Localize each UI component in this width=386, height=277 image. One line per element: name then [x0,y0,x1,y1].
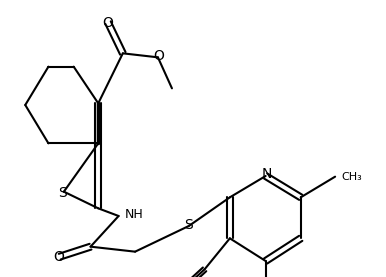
Text: O: O [53,250,64,264]
Text: O: O [103,16,113,30]
Text: CH₃: CH₃ [341,172,362,182]
Text: N: N [261,167,272,181]
Text: S: S [185,218,193,232]
Text: O: O [154,49,164,63]
Text: S: S [59,186,67,200]
Text: NH: NH [125,209,143,222]
